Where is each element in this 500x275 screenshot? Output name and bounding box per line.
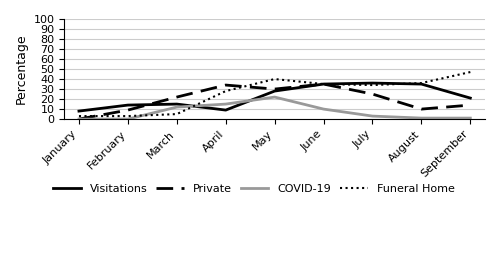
COVID-19 bbox=[468, 116, 473, 120]
Line: Funeral Home: Funeral Home bbox=[79, 72, 470, 116]
Visitations bbox=[76, 109, 82, 113]
Y-axis label: Percentage: Percentage bbox=[15, 34, 28, 104]
COVID-19 bbox=[222, 102, 228, 106]
Funeral Home bbox=[418, 81, 424, 85]
Private bbox=[76, 117, 82, 121]
Funeral Home bbox=[174, 112, 180, 116]
COVID-19 bbox=[370, 114, 376, 118]
Funeral Home bbox=[320, 82, 326, 86]
Visitations bbox=[370, 81, 376, 85]
Visitations bbox=[174, 102, 180, 106]
Line: COVID-19: COVID-19 bbox=[79, 97, 470, 119]
Visitations bbox=[468, 97, 473, 100]
Visitations bbox=[272, 89, 278, 93]
Private bbox=[320, 82, 326, 86]
Private bbox=[272, 87, 278, 91]
Funeral Home bbox=[222, 89, 228, 93]
Private bbox=[125, 108, 131, 112]
COVID-19 bbox=[174, 105, 180, 109]
Funeral Home bbox=[370, 83, 376, 87]
COVID-19 bbox=[125, 117, 131, 121]
Private bbox=[174, 95, 180, 99]
Line: Private: Private bbox=[79, 84, 470, 119]
COVID-19 bbox=[272, 95, 278, 99]
Legend: Visitations, Private, COVID-19, Funeral Home: Visitations, Private, COVID-19, Funeral … bbox=[48, 180, 459, 199]
Funeral Home bbox=[272, 77, 278, 81]
Private bbox=[222, 83, 228, 87]
COVID-19 bbox=[320, 108, 326, 111]
Private bbox=[418, 108, 424, 111]
Funeral Home bbox=[468, 70, 473, 74]
COVID-19 bbox=[418, 116, 424, 120]
Visitations bbox=[222, 108, 228, 112]
Funeral Home bbox=[76, 114, 82, 118]
Private bbox=[370, 92, 376, 96]
Funeral Home bbox=[125, 114, 131, 118]
Visitations bbox=[125, 103, 131, 107]
Visitations bbox=[418, 82, 424, 86]
Private bbox=[468, 103, 473, 107]
COVID-19 bbox=[76, 117, 82, 121]
Line: Visitations: Visitations bbox=[79, 83, 470, 111]
Visitations bbox=[320, 82, 326, 86]
